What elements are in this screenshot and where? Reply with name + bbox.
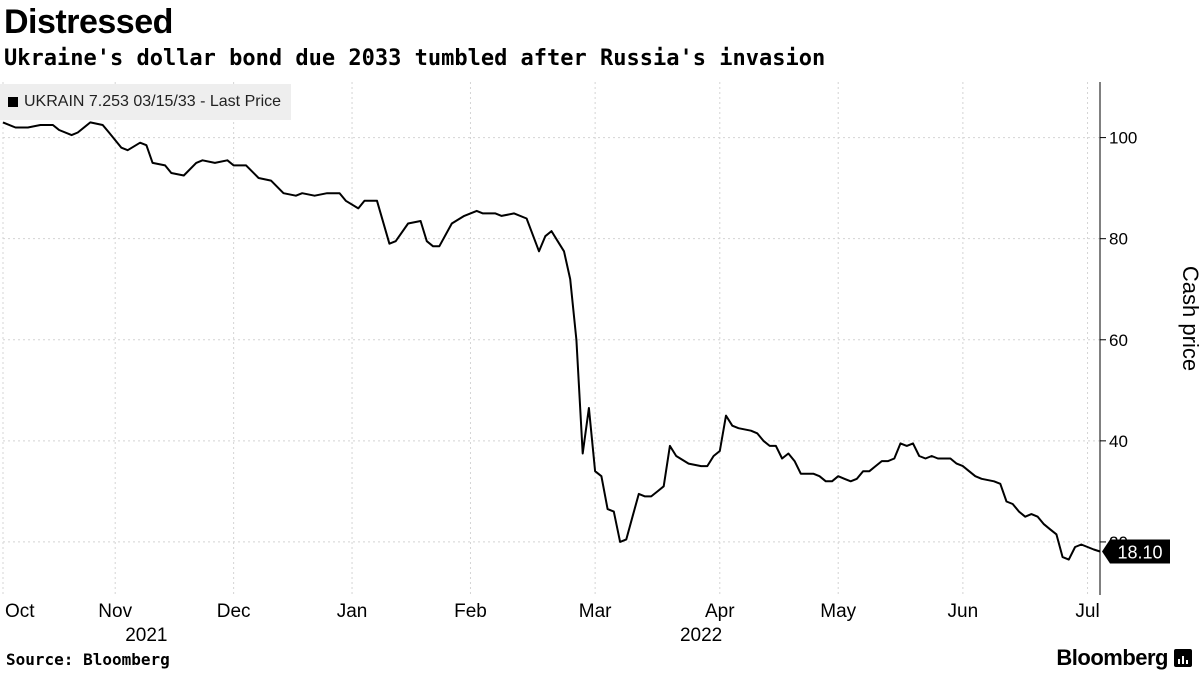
series-line [2,121,1101,561]
last-value-badge [1102,539,1170,564]
brand-name: Bloomberg [1056,645,1168,670]
y-axis-title: Cash price [1178,266,1200,371]
x-tick-label: Jun [948,601,979,622]
chart-legend: UKRAIN 7.253 03/15/33 - Last Price [0,84,292,120]
x-tick-label: May [820,601,856,622]
x-tick-label: Oct [5,601,35,622]
last-value-label: 18.10 [1117,543,1162,563]
chart-subtitle: Ukraine's dollar bond due 2033 tumbled a… [4,46,826,71]
x-tick-label: Jan [337,601,368,622]
brand-logo: Bloomberg [1056,645,1192,671]
x-year-label: 2022 [680,625,722,646]
legend-label: UKRAIN 7.253 03/15/33 - Last Price [24,93,282,110]
bloomberg-logo-icon [1174,649,1192,667]
y-tick-label: 80 [1109,230,1128,249]
source-note: Source: Bloomberg [6,650,170,669]
x-tick-label: Nov [98,601,132,622]
legend-swatch [8,97,18,107]
x-tick-label: Feb [454,601,487,622]
x-tick-label: Mar [579,601,612,622]
y-tick-label: 100 [1109,129,1137,148]
x-tick-label: Dec [217,601,251,622]
x-tick-label: Apr [705,601,735,622]
chart-title: Distressed [4,3,173,41]
y-tick-label: 40 [1109,432,1128,451]
x-year-label: 2021 [125,625,167,646]
y-tick-label: 60 [1109,331,1128,350]
x-tick-label: Jul [1075,601,1099,622]
